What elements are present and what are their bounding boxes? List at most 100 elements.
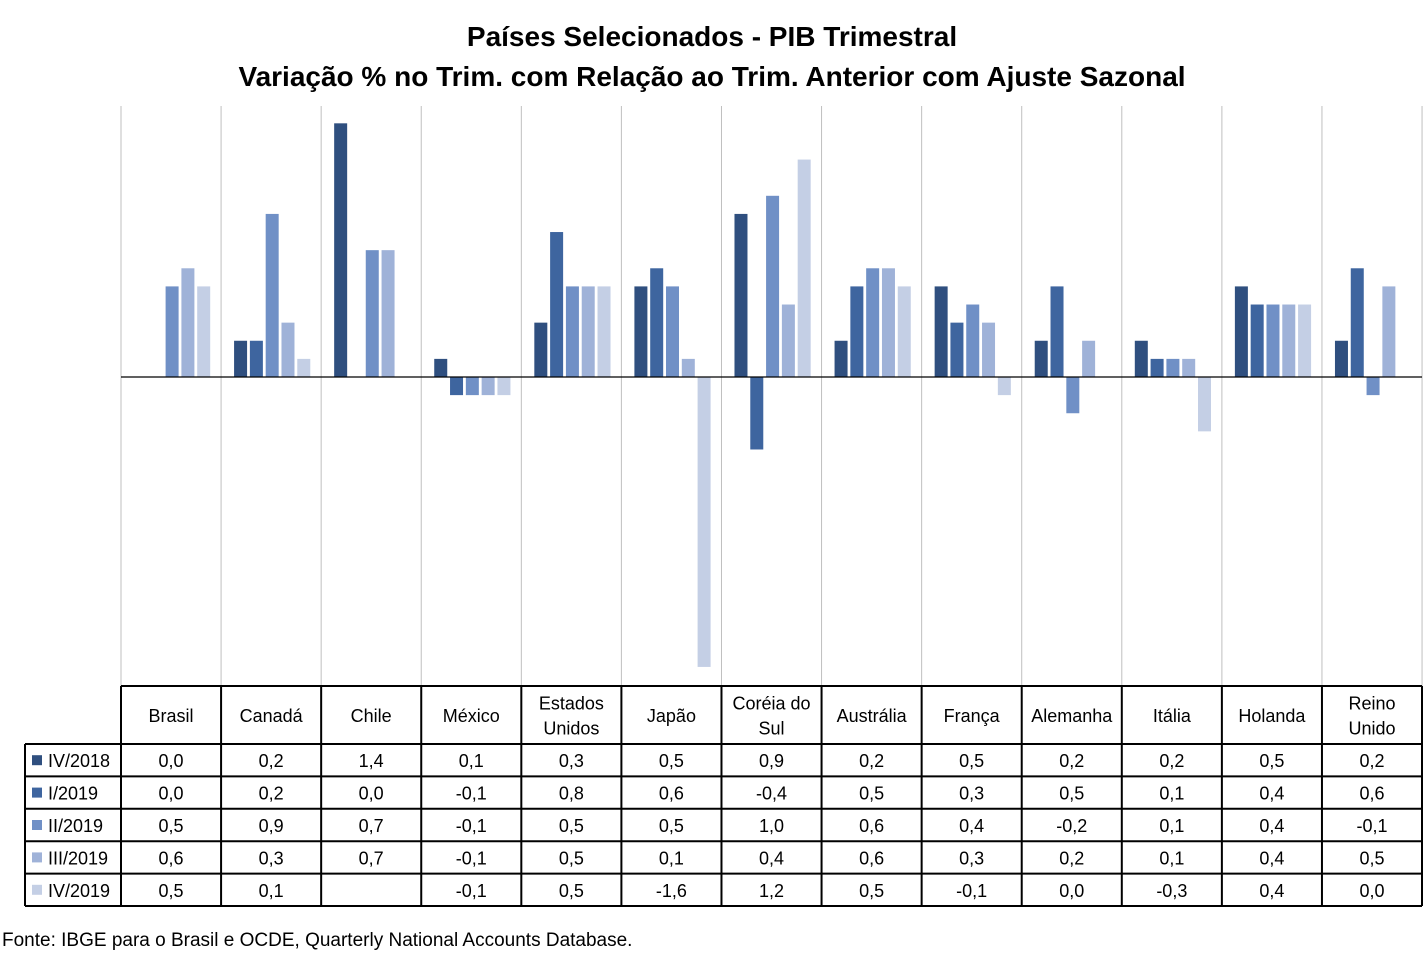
- bar: [697, 377, 711, 667]
- bar: [997, 377, 1011, 396]
- data-label: 0,5: [559, 816, 584, 836]
- category-label: França: [944, 706, 1001, 726]
- data-label: -0,2: [1056, 816, 1087, 836]
- category-label: Holanda: [1238, 706, 1306, 726]
- data-label: 0,5: [659, 751, 684, 771]
- data-label: -0,3: [1156, 881, 1187, 901]
- bar: [281, 322, 295, 377]
- legend-key: [32, 884, 42, 895]
- data-label: 0,4: [1259, 816, 1284, 836]
- data-label: 0,5: [859, 784, 884, 804]
- category-label: Austrália: [837, 706, 908, 726]
- data-label: 0,4: [959, 816, 984, 836]
- bar: [1350, 268, 1364, 377]
- bar: [966, 304, 980, 377]
- bar: [1066, 377, 1080, 414]
- data-label: 0,4: [1259, 881, 1284, 901]
- category-label: Brasil: [149, 706, 194, 726]
- legend-key: [32, 852, 42, 863]
- data-label: 0,4: [759, 848, 784, 868]
- bar: [1282, 304, 1296, 377]
- bar: [1334, 340, 1348, 377]
- series-name: II/2019: [48, 816, 103, 836]
- data-label: -0,1: [456, 848, 487, 868]
- category-label: Unidos: [543, 719, 599, 739]
- bar: [681, 358, 695, 377]
- data-label: -0,1: [956, 881, 987, 901]
- data-label: 0,3: [959, 784, 984, 804]
- source-note: Fonte: IBGE para o Brasil e OCDE, Quarte…: [2, 930, 633, 951]
- chart-title: Países Selecionados - PIB Trimestral: [466, 21, 958, 52]
- category-label: Canadá: [240, 706, 304, 726]
- data-label: 0,7: [359, 848, 384, 868]
- category-label: Reino: [1348, 694, 1395, 714]
- bar: [1050, 286, 1064, 377]
- bar: [750, 377, 764, 450]
- bar: [634, 286, 648, 377]
- bar: [934, 286, 948, 377]
- bar: [781, 304, 795, 377]
- data-label: 1,4: [359, 751, 384, 771]
- category-label: Chile: [351, 706, 392, 726]
- data-label: 0,5: [1359, 848, 1384, 868]
- data-label: 0,2: [259, 784, 284, 804]
- data-label: 0,6: [159, 848, 184, 868]
- data-label: 0,5: [159, 816, 184, 836]
- bar: [234, 340, 248, 377]
- data-label: 0,0: [1059, 881, 1084, 901]
- data-label: 0,5: [559, 848, 584, 868]
- bar: [550, 232, 564, 377]
- data-label: 0,1: [1159, 784, 1184, 804]
- data-label: 0,1: [459, 751, 484, 771]
- bar: [297, 358, 311, 377]
- data-label: 0,6: [859, 816, 884, 836]
- bar: [334, 123, 348, 377]
- data-label: 0,3: [559, 751, 584, 771]
- bar: [581, 286, 595, 377]
- bar: [850, 286, 864, 377]
- bar: [1166, 358, 1180, 377]
- category-label: México: [443, 706, 500, 726]
- legend-key: [32, 820, 42, 830]
- bar: [465, 377, 479, 396]
- bar: [834, 340, 848, 377]
- bar: [265, 213, 279, 377]
- bar: [1298, 304, 1312, 377]
- bar: [181, 268, 195, 377]
- data-label: -0,1: [456, 881, 487, 901]
- data-label: 0,6: [859, 848, 884, 868]
- bar: [1234, 286, 1248, 377]
- bar: [1150, 358, 1164, 377]
- data-label: 0,8: [559, 784, 584, 804]
- bar: [797, 159, 811, 377]
- data-label: -0,1: [1356, 816, 1387, 836]
- data-label: -0,4: [756, 784, 787, 804]
- bar: [1250, 304, 1264, 377]
- data-label: 0,5: [959, 751, 984, 771]
- data-label: 0,5: [1059, 784, 1084, 804]
- data-label: 0,5: [1259, 751, 1284, 771]
- bar: [666, 286, 679, 377]
- data-label: 0,3: [259, 848, 284, 868]
- data-label: -1,6: [656, 881, 687, 901]
- data-label: 1,0: [759, 816, 784, 836]
- data-label: 0,5: [859, 881, 884, 901]
- data-label: 0,9: [759, 751, 784, 771]
- series-name: IV/2018: [48, 751, 110, 771]
- category-label: Sul: [759, 719, 785, 739]
- bar: [434, 358, 448, 377]
- bar: [450, 377, 464, 396]
- bar: [497, 377, 511, 396]
- data-label: 0,2: [1359, 751, 1384, 771]
- data-label: 0,2: [1159, 751, 1184, 771]
- bar: [1382, 286, 1396, 377]
- bar: [866, 268, 880, 377]
- bar: [1366, 377, 1380, 396]
- bar: [982, 322, 996, 377]
- bar: [534, 322, 548, 377]
- data-label: 0,5: [159, 881, 184, 901]
- bar: [565, 286, 579, 377]
- data-label: -0,1: [456, 784, 487, 804]
- category-label: Alemanha: [1031, 706, 1113, 726]
